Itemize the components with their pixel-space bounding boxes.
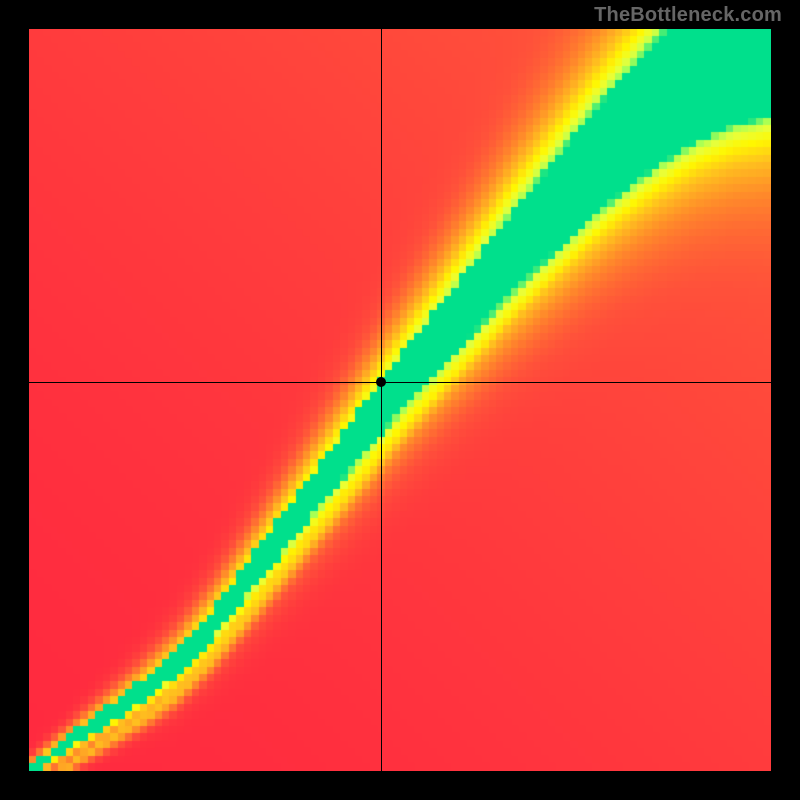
crosshair-horizontal [29,382,771,383]
plot-area [29,29,771,771]
crosshair-vertical [381,29,382,771]
watermark-text: TheBottleneck.com [594,4,782,27]
heatmap-canvas [29,29,771,771]
crosshair-marker [376,377,386,387]
